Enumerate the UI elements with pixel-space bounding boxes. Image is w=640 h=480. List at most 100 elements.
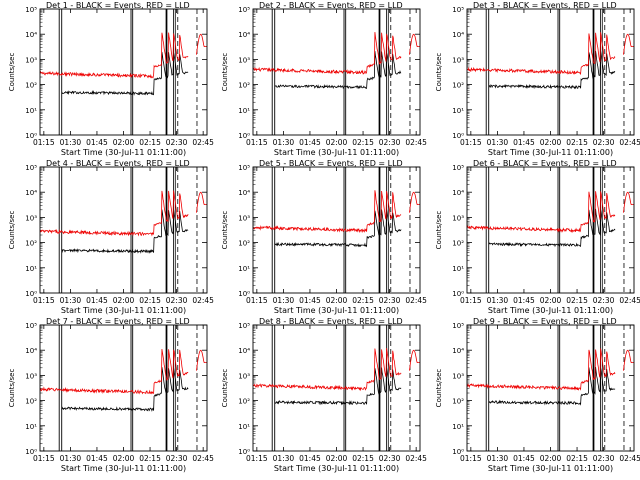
y-axis-label: Counts/sec [435, 369, 443, 408]
x-tick-label: 02:00 [540, 454, 562, 463]
x-tick-label: 02:45 [405, 296, 427, 305]
y-tick-label: 10⁰ [25, 290, 37, 298]
x-tick-label: 01:15 [460, 454, 482, 463]
plot-frame [466, 324, 635, 452]
x-axis-label: Start Time (30-Jul-11 01:11:00) [61, 464, 186, 473]
y-tick-label: 10⁵ [25, 322, 37, 330]
y-tick-label: 10³ [25, 214, 37, 222]
x-tick-label: 02:30 [379, 296, 401, 305]
y-tick-label: 10⁰ [25, 132, 37, 140]
y-tick-label: 10⁴ [25, 347, 37, 355]
x-axis-label: Start Time (30-Jul-11 01:11:00) [274, 464, 399, 473]
y-tick-label: 10⁴ [238, 189, 250, 197]
events-series-line [274, 51, 402, 90]
x-tick-label: 02:30 [166, 138, 188, 147]
x-tick-label: 01:30 [273, 138, 295, 147]
plot-frame [252, 8, 421, 136]
x-tick-label: 02:45 [619, 138, 640, 147]
chart-panel-7: Det 7 - BLACK = Events, RED = LLD Counts/… [8, 317, 214, 473]
chart-title: Det 4 - BLACK = Events, RED = LLD [46, 159, 190, 168]
y-tick-label: 10⁵ [238, 6, 250, 14]
chart-panel-3: Det 3 - BLACK = Events, RED = LLD Counts/… [435, 1, 640, 157]
x-tick-label: 02:00 [113, 454, 135, 463]
lld-series-line [39, 349, 207, 395]
x-tick-label: 02:00 [113, 296, 135, 305]
y-tick-label: 10⁵ [452, 164, 464, 172]
x-tick-label: 01:30 [60, 296, 82, 305]
y-tick-label: 10² [238, 82, 250, 90]
plot-frame [39, 324, 208, 452]
x-tick-label: 02:30 [593, 138, 615, 147]
events-series-line [61, 366, 189, 412]
x-tick-label: 02:15 [566, 296, 588, 305]
plot-frame [252, 166, 421, 294]
chart-title: Det 5 - BLACK = Events, RED = LLD [259, 159, 403, 168]
y-tick-label: 10¹ [452, 265, 464, 273]
x-tick-label: 02:00 [113, 138, 135, 147]
y-tick-label: 10⁰ [25, 448, 37, 456]
x-tick-label: 02:30 [166, 454, 188, 463]
x-tick-label: 02:00 [540, 138, 562, 147]
chart-panel-4: Det 4 - BLACK = Events, RED = LLD Counts/… [8, 159, 214, 315]
y-tick-label: 10⁴ [452, 189, 464, 197]
x-tick-label: 01:15 [33, 138, 55, 147]
events-series-line [488, 50, 616, 90]
x-tick-label: 02:30 [166, 296, 188, 305]
plot-frame [466, 166, 635, 294]
x-tick-label: 02:00 [540, 296, 562, 305]
x-tick-label: 01:30 [273, 454, 295, 463]
x-axis-label: Start Time (30-Jul-11 01:11:00) [61, 306, 186, 315]
y-tick-label: 10⁰ [452, 448, 464, 456]
x-tick-label: 02:15 [139, 296, 161, 305]
y-tick-label: 10² [238, 240, 250, 248]
y-tick-label: 10³ [452, 372, 464, 380]
x-axis-label: Start Time (30-Jul-11 01:11:00) [61, 148, 186, 157]
y-tick-label: 10¹ [238, 423, 250, 431]
y-tick-label: 10⁰ [238, 448, 250, 456]
y-tick-label: 10³ [238, 56, 250, 64]
x-tick-label: 02:00 [326, 296, 348, 305]
chart-title: Det 2 - BLACK = Events, RED = LLD [259, 1, 403, 10]
x-tick-label: 02:45 [405, 454, 427, 463]
y-axis-label: Counts/sec [221, 369, 229, 408]
x-tick-label: 01:15 [246, 138, 268, 147]
y-tick-label: 10⁰ [452, 132, 464, 140]
y-axis-label: Counts/sec [435, 53, 443, 92]
x-tick-label: 02:00 [326, 138, 348, 147]
lld-series-line [466, 191, 634, 233]
x-tick-label: 01:45 [513, 454, 535, 463]
y-tick-label: 10⁵ [452, 322, 464, 330]
y-tick-label: 10⁴ [452, 347, 464, 355]
events-series-line [488, 208, 616, 248]
chart-panel-6: Det 6 - BLACK = Events, RED = LLD Counts/… [435, 159, 640, 315]
x-tick-label: 02:15 [352, 454, 374, 463]
x-tick-label: 02:00 [326, 454, 348, 463]
x-tick-label: 01:30 [487, 454, 509, 463]
events-series-line [274, 209, 402, 248]
x-tick-label: 02:15 [566, 454, 588, 463]
x-axis-label: Start Time (30-Jul-11 01:11:00) [488, 148, 613, 157]
x-tick-label: 01:15 [33, 296, 55, 305]
y-tick-label: 10³ [25, 56, 37, 64]
x-tick-label: 01:45 [86, 454, 108, 463]
y-tick-label: 10² [25, 240, 37, 248]
x-tick-label: 02:30 [379, 454, 401, 463]
x-axis-label: Start Time (30-Jul-11 01:11:00) [274, 306, 399, 315]
x-tick-label: 01:30 [273, 296, 295, 305]
x-tick-label: 02:15 [566, 138, 588, 147]
x-tick-label: 01:15 [246, 454, 268, 463]
y-tick-label: 10⁵ [452, 6, 464, 14]
y-axis-label: Counts/sec [8, 53, 16, 92]
x-tick-label: 02:30 [379, 138, 401, 147]
chart-panel-8: Det 8 - BLACK = Events, RED = LLD Counts/… [221, 317, 427, 473]
x-tick-label: 01:15 [460, 296, 482, 305]
x-tick-label: 01:30 [487, 138, 509, 147]
x-tick-label: 02:45 [192, 296, 214, 305]
chart-title: Det 3 - BLACK = Events, RED = LLD [473, 1, 617, 10]
x-tick-label: 01:45 [513, 138, 535, 147]
y-tick-label: 10³ [25, 372, 37, 380]
plot-frame [39, 8, 208, 136]
x-tick-label: 02:15 [352, 296, 374, 305]
chart-panel-1: Det 1 - BLACK = Events, RED = LLD Counts/… [8, 1, 214, 157]
chart-title: Det 6 - BLACK = Events, RED = LLD [473, 159, 617, 168]
